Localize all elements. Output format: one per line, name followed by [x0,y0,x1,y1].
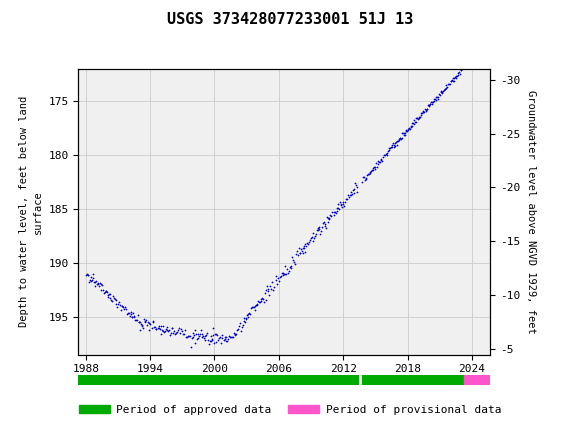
Text: ≡USGS: ≡USGS [7,15,61,33]
Bar [465,375,490,385]
Y-axis label: Groundwater level above NGVD 1929, feet: Groundwater level above NGVD 1929, feet [525,90,535,334]
Bar [78,375,358,385]
Text: USGS 373428077233001 51J 13: USGS 373428077233001 51J 13 [167,12,413,27]
Y-axis label: Depth to water level, feet below land
surface: Depth to water level, feet below land su… [19,96,43,327]
Legend: Period of approved data, Period of provisional data: Period of approved data, Period of provi… [74,400,506,419]
Bar [362,375,465,385]
